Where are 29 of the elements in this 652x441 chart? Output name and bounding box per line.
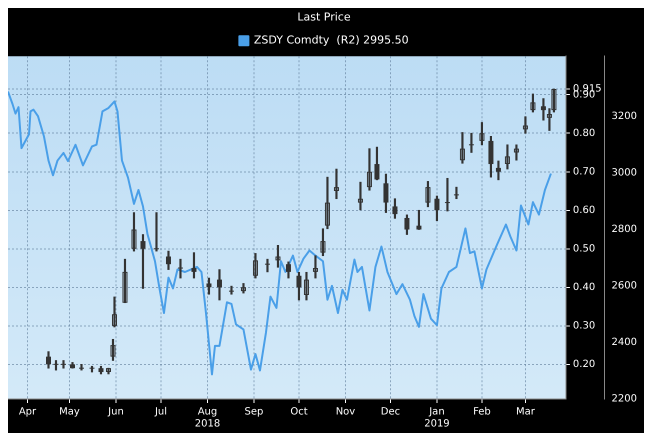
x-tick-label: Jun <box>107 406 124 418</box>
y2-tick-label: 2200 <box>612 394 638 405</box>
y-tick-label: 0.30 <box>572 320 596 332</box>
x-tick-label: Aug 2018 <box>194 406 220 430</box>
y-tick-label: 0.40 <box>572 282 596 293</box>
candlestick <box>154 212 159 252</box>
y2-tick-label: 3200 <box>612 110 638 122</box>
y-tick-label: 0.60 <box>572 204 596 216</box>
y-tick-label: 0.70 <box>572 166 596 178</box>
y2-tick-label: 2800 <box>612 224 638 235</box>
x-tick-label: May <box>59 406 80 418</box>
x-tick-label: Sep <box>244 406 264 418</box>
x-tick-label: Feb <box>473 406 491 418</box>
y-tick-label: 0.80 <box>572 128 596 139</box>
x-tick-label: Jul <box>154 406 168 418</box>
candlestick <box>444 178 450 212</box>
legend-label: ZSDY Comdty (R2) 2995.50 <box>254 34 409 47</box>
x-tick-label: Oct <box>290 406 308 418</box>
x-tick-label: Dec <box>380 406 400 418</box>
x-tick-label: Nov <box>336 406 356 418</box>
y-tick-label: 0.50 <box>572 243 596 254</box>
legend-title: Last Price <box>297 10 351 24</box>
y2-tick-label: 2600 <box>612 280 638 292</box>
x-tick-label: Mar <box>516 406 536 418</box>
y-tick-label: 0.20 <box>572 358 596 370</box>
x-tick-label: Apr <box>18 406 38 418</box>
x-tick-label: Jan 2019 <box>424 406 450 430</box>
y2-tick-label: 3000 <box>612 167 638 178</box>
y2-tick-label: 2400 <box>612 337 638 348</box>
